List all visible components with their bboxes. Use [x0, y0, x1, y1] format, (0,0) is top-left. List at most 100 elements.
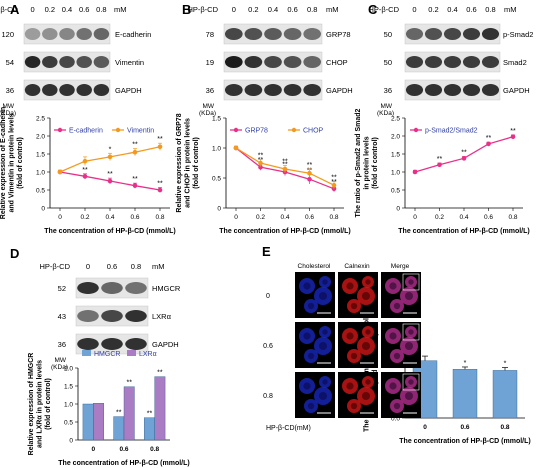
panel-letter-A: A: [10, 2, 20, 17]
y-tick-label: 0: [41, 206, 45, 213]
panel-letter-E: E: [262, 244, 271, 259]
blot-band: [93, 84, 110, 96]
blot-panel-B: BHP-β-CD 0 0.2 0.4 0.6 0.8 mM 78 GRP78 19 CHOP 36 GA…: [182, 2, 353, 117]
y-tick-label: 0.0: [391, 416, 400, 423]
mw-value: 78: [206, 30, 214, 39]
data-point: [437, 162, 442, 168]
cell-nucleus: [361, 341, 371, 351]
inset-box: [402, 373, 420, 391]
charts: 0 0.5 1.0 1.5 2.0 2.5 The concentration of HP-…: [0, 107, 531, 467]
significance-mark: **: [437, 156, 443, 163]
y-tick-label: 1.0: [212, 146, 221, 153]
x-tick-label: 0.4: [105, 214, 114, 221]
significance-mark: *: [504, 361, 507, 368]
blot-band: [264, 56, 282, 68]
data-point: [331, 182, 337, 188]
blot-band: [77, 310, 99, 322]
y-tick-label: 2.0: [36, 134, 45, 141]
y-tick-label: 0: [217, 206, 221, 213]
blot-band: [125, 338, 147, 350]
dose-label: 0.8: [131, 262, 141, 271]
y-tick-label: 2.5: [391, 116, 400, 123]
significance-mark: **: [282, 161, 288, 168]
cell-nucleus: [318, 291, 328, 301]
protein-label: GRP78: [326, 30, 351, 39]
blot-band: [424, 28, 443, 40]
cell-nucleus: [307, 352, 315, 360]
blot-band: [77, 338, 99, 350]
legend-swatch: [82, 350, 91, 356]
legend-label: p-Smad2/Smad2: [425, 128, 478, 135]
legend-label: LXRα: [139, 351, 157, 358]
significance-mark: **: [126, 380, 132, 387]
dose-label: 0: [412, 5, 416, 14]
mw-label: MW: [54, 357, 66, 364]
legend-marker: [57, 127, 63, 133]
protein-label: Vimentin: [115, 58, 144, 67]
y-tick-label: 1.5: [36, 152, 45, 159]
blot-band: [244, 28, 263, 40]
legend-label: GRP78: [245, 128, 268, 135]
protein-label: E-cadherin: [115, 30, 151, 39]
blot-band: [264, 84, 282, 96]
significance-mark: **: [510, 128, 516, 135]
data-point: [82, 158, 88, 164]
y-tick-label: 2.0: [391, 134, 400, 141]
x-axis-title: The concentration of HP-β-CD (mmol/L): [399, 438, 530, 445]
dose-label: 0.8: [96, 5, 106, 14]
protein-label: HMGCR: [152, 284, 181, 293]
treatment-label-E: HP-β-CD(mM): [266, 425, 311, 432]
y-axis-title-line: Relative expression of E-cadherin: [0, 107, 7, 219]
legend-label: E-cadherin: [69, 128, 103, 135]
line-chart-C: 0 0.5 1.0 1.5 2.0 2.5 The concentration of HP-…: [355, 108, 530, 235]
blot-band: [443, 28, 462, 40]
y-tick-label: 0.5: [212, 176, 221, 183]
legend-label: CHOP: [303, 128, 324, 135]
blot-band: [462, 28, 481, 40]
significance-mark: **: [116, 410, 122, 417]
category-label: 0.6: [460, 424, 469, 431]
blot-band: [42, 28, 58, 40]
cell-nucleus: [322, 329, 328, 335]
legend-label: Vimentin: [127, 128, 154, 135]
cell-nucleus: [389, 382, 397, 390]
x-tick-label: 0: [234, 214, 238, 221]
dose-label: 0.4: [268, 5, 278, 14]
y-tick-label: 0.5: [391, 188, 400, 195]
treatment-label: HP-β-CD: [0, 5, 19, 14]
y-tick-label: 0: [396, 206, 400, 213]
mw-value: 19: [206, 58, 214, 67]
data-point: [307, 176, 312, 182]
y-tick-label: 1.5: [64, 384, 73, 391]
blot-band: [77, 282, 99, 294]
cell-nucleus: [303, 282, 311, 290]
western-blots: AHP-β-CD00.20.40.60.8mM120E-cadherin54Vi…: [0, 2, 533, 371]
blot-strip: [23, 23, 111, 45]
protein-label: GAPDH: [326, 86, 353, 95]
line-chart-A: 0 0.5 1.0 1.5 2.0 2.5 The concentration of HP-…: [0, 107, 176, 235]
cell-nucleus: [408, 279, 414, 285]
data-point: [461, 156, 467, 161]
protein-label: GAPDH: [115, 86, 142, 95]
cell-nucleus: [303, 382, 311, 390]
x-tick-label: 0.4: [280, 214, 289, 221]
significance-mark: **: [307, 162, 313, 169]
blot-band: [424, 84, 443, 96]
blot-band: [303, 84, 322, 96]
bar: [82, 403, 94, 441]
mw-label: MW: [2, 103, 14, 110]
data-point: [157, 187, 163, 193]
category-label: 0.8: [500, 424, 509, 431]
blot-panel-C: CHP-β-CD 0 0.2 0.4 0.6 0.8 mM 50 p-Smad2 50 Smad2 3…: [368, 2, 533, 117]
cell-nucleus: [404, 291, 414, 301]
x-tick-label: 0.6: [305, 214, 314, 221]
x-tick-label: 0.8: [508, 214, 517, 221]
cell-nucleus: [365, 279, 371, 285]
cell-nucleus: [350, 402, 358, 410]
bar: [93, 403, 104, 441]
microscopy-panel-e: E Cholesterol Calnexin Merge 0 0.6 0.8 HP-β-CD(…: [262, 244, 421, 432]
y-tick-label: 1.5: [212, 116, 221, 123]
blot-band: [42, 84, 58, 96]
mw-label: MW: [380, 103, 392, 110]
protein-label: GAPDH: [152, 340, 179, 349]
